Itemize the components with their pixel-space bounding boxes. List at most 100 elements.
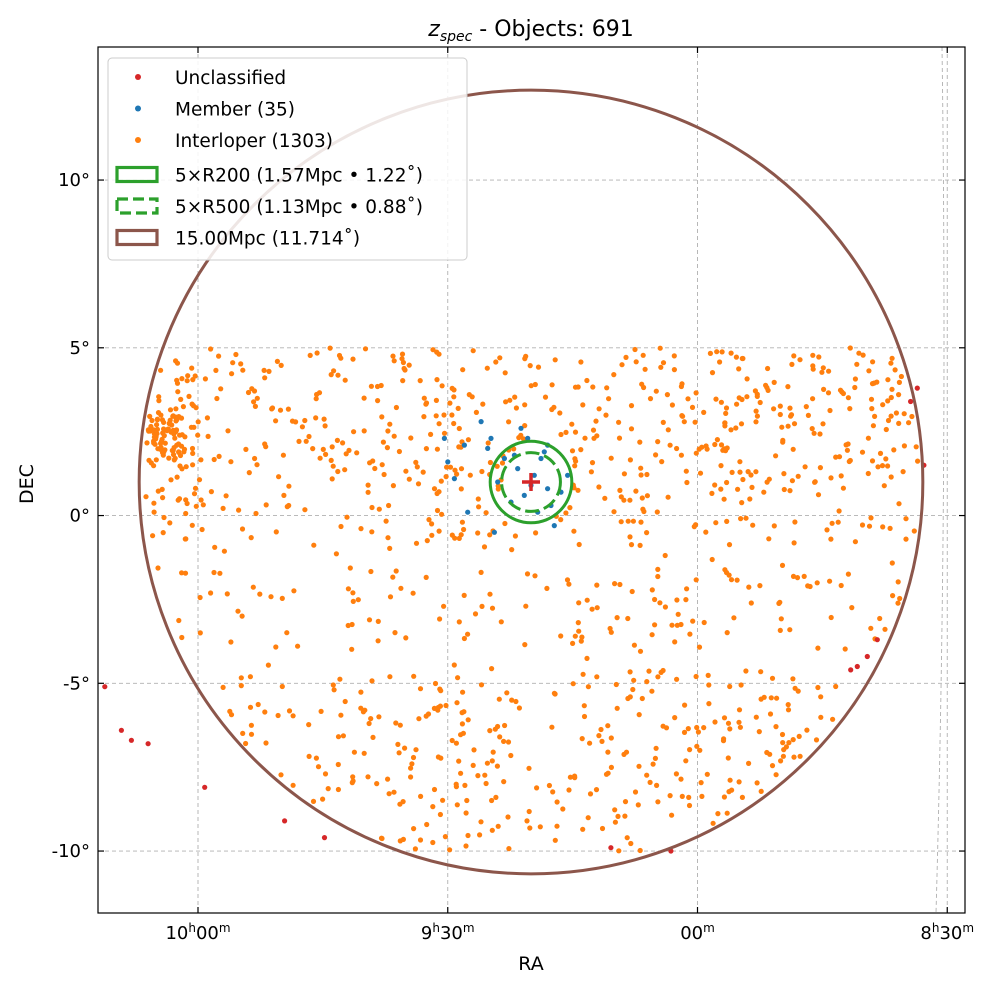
interloper-point — [665, 427, 671, 433]
interloper-point — [673, 771, 680, 777]
interloper-point — [433, 397, 439, 403]
interloper-point — [594, 582, 600, 588]
interloper-point — [721, 794, 728, 800]
interloper-point — [888, 360, 894, 366]
interloper-point — [625, 615, 631, 622]
interloper-point — [632, 346, 638, 353]
interloper-point — [489, 827, 495, 833]
interloper-point — [655, 573, 661, 580]
interloper-point — [817, 465, 824, 471]
legend-label: 5×R500 (1.13Mpc • 0.88˚) — [175, 197, 423, 218]
interloper-point — [789, 361, 795, 367]
interloper-point — [173, 406, 179, 412]
interloper-point — [229, 371, 235, 377]
interloper-point — [909, 413, 915, 420]
interloper-point — [746, 584, 752, 590]
interloper-point — [726, 789, 732, 795]
interloper-point — [889, 386, 895, 392]
interloper-point — [791, 540, 797, 546]
title-z-subscript: spec — [440, 29, 473, 45]
interloper-point — [572, 633, 578, 639]
interloper-point — [584, 655, 590, 662]
interloper-point — [728, 350, 734, 356]
interloper-point — [644, 772, 650, 778]
interloper-point — [675, 611, 681, 617]
y-tick-label: -10° — [52, 841, 90, 862]
interloper-point — [417, 837, 424, 843]
interloper-point — [306, 722, 312, 728]
interloper-point — [866, 523, 873, 529]
interloper-point — [896, 379, 903, 385]
interloper-point — [696, 644, 703, 650]
interloper-point — [374, 781, 380, 787]
interloper-point — [638, 472, 644, 478]
member-point — [541, 449, 547, 455]
interloper-point — [724, 810, 730, 816]
interloper-point — [183, 497, 189, 503]
interloper-point — [833, 454, 839, 460]
interloper-point — [460, 367, 466, 373]
radius-circles — [137, 88, 925, 876]
interloper-point — [582, 435, 588, 441]
interloper-point — [605, 723, 611, 729]
interloper-point — [781, 471, 787, 477]
interloper-point — [306, 433, 312, 440]
interloper-point — [263, 740, 269, 746]
interloper-point — [247, 704, 254, 710]
interloper-point — [558, 431, 564, 438]
interloper-point — [434, 507, 441, 514]
interloper-point — [179, 634, 185, 641]
interloper-point — [785, 707, 792, 713]
interloper-point — [679, 793, 685, 800]
interloper-point — [686, 802, 693, 809]
interloper-point — [321, 416, 327, 422]
interloper-point — [466, 392, 472, 398]
interloper-point — [628, 542, 635, 548]
interloper-point — [379, 462, 385, 468]
interloper-point — [733, 354, 740, 360]
interloper-point — [756, 729, 762, 735]
interloper-point — [836, 454, 843, 460]
interloper-point — [392, 630, 398, 636]
interloper-point — [451, 394, 457, 400]
interloper-point — [335, 734, 342, 740]
interloper-point — [285, 406, 291, 412]
interloper-point — [485, 440, 491, 446]
legend-label: Interloper (1303) — [175, 131, 333, 152]
interloper-point — [443, 474, 449, 480]
interloper-point — [660, 723, 666, 729]
x-axis-label: RA — [518, 953, 543, 975]
interloper-point — [554, 823, 560, 829]
interloper-point — [289, 418, 296, 424]
interloper-point — [630, 518, 637, 524]
interloper-point — [369, 529, 375, 535]
interloper-point — [631, 642, 638, 648]
interloper-point — [585, 684, 592, 690]
y-tick-label: 0° — [70, 506, 90, 527]
interloper-point — [721, 496, 727, 502]
interloper-point — [713, 396, 719, 402]
interloper-point — [635, 802, 641, 808]
interloper-point — [897, 595, 903, 602]
interloper-point — [284, 504, 290, 510]
interloper-point — [856, 350, 862, 356]
interloper-point — [596, 484, 602, 490]
interloper-point — [838, 582, 844, 589]
interloper-point — [895, 579, 901, 585]
interloper-point — [480, 401, 486, 407]
interloper-point — [846, 458, 852, 465]
interloper-point — [563, 510, 569, 516]
interloper-point — [424, 538, 430, 544]
interloper-point — [416, 716, 422, 722]
interloper-point — [313, 755, 319, 761]
unclassified-point — [72, 624, 77, 629]
interloper-point — [724, 518, 730, 525]
member-point — [488, 435, 494, 441]
interloper-point — [829, 520, 835, 526]
legend-marker — [135, 137, 141, 143]
interloper-point — [703, 529, 709, 535]
interloper-point — [230, 360, 236, 366]
interloper-point — [358, 526, 364, 532]
interloper-point — [345, 586, 351, 592]
interloper-point — [623, 354, 629, 360]
